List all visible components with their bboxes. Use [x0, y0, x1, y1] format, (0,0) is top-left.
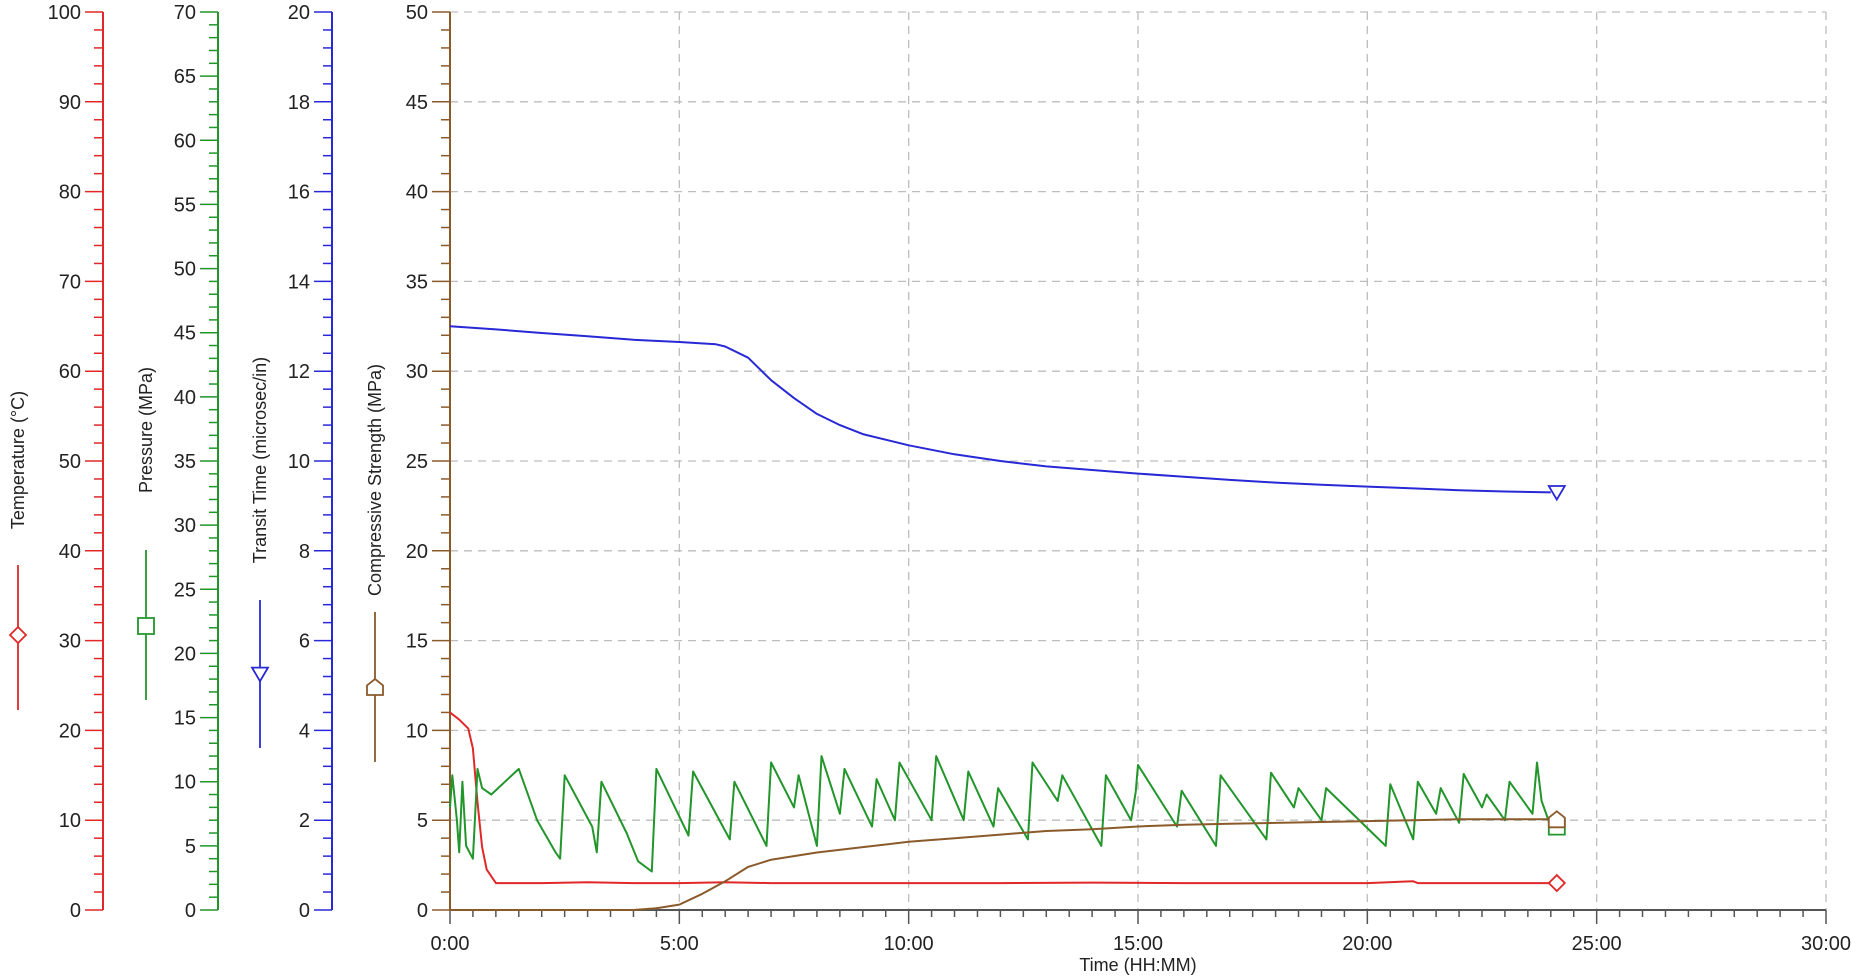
x-tick-label: 5:00	[660, 933, 699, 955]
end-marker-temp	[1547, 873, 1567, 893]
x-tick-label: 20:00	[1342, 933, 1392, 955]
y-tick-label: 12	[288, 361, 310, 383]
y-tick-label: 2	[299, 810, 310, 832]
y-axis-press: 0 5 10 15 20 25 30 35 40 45 50 55 60 65 70 Pressure (MP…	[136, 2, 219, 922]
y-tick-label: 60	[59, 361, 81, 383]
y-tick-label: 50	[59, 451, 81, 473]
y-axis-transit: 0 2 4 6 8 10 12 14 16 18 20 Transit Time (microsec/…	[250, 2, 333, 922]
y-tick-label: 45	[406, 92, 428, 114]
y-tick-label: 20	[406, 541, 428, 563]
end-markers	[1547, 485, 1567, 893]
y-axis-title: Pressure (MPa)	[136, 367, 156, 493]
y-tick-label: 100	[48, 2, 81, 24]
y-tick-label: 18	[288, 92, 310, 114]
y-tick-label: 0	[299, 900, 310, 922]
y-tick-label: 6	[299, 631, 310, 653]
series-line-strength	[450, 818, 1551, 911]
y-tick-label: 8	[299, 541, 310, 563]
y-tick-label: 5	[185, 836, 196, 858]
y-axis-temp: 0 10 20 30 40 50 60 70 80 90 100 Temperature (°C)	[8, 2, 104, 922]
y-tick-label: 0	[185, 900, 196, 922]
y-tick-label: 30	[406, 361, 428, 383]
series	[449, 325, 1552, 911]
y-axis-title: Temperature (°C)	[8, 391, 28, 529]
y-tick-label: 15	[174, 708, 196, 730]
legend-marker	[250, 666, 270, 683]
legend-marker	[137, 617, 155, 635]
y-axis-title: Transit Time (microsec/in)	[250, 357, 270, 563]
y-tick-label: 0	[70, 900, 81, 922]
y-tick-label: 30	[174, 515, 196, 537]
y-tick-label: 40	[406, 182, 428, 204]
y-tick-label: 14	[288, 271, 310, 293]
y-tick-label: 5	[417, 810, 428, 832]
y-tick-label: 70	[59, 271, 81, 293]
y-tick-label: 0	[417, 900, 428, 922]
y-tick-label: 16	[288, 182, 310, 204]
grid	[450, 11, 1827, 910]
x-tick-label: 30:00	[1801, 933, 1851, 955]
y-tick-label: 10	[174, 772, 196, 794]
series-line-transit	[449, 325, 1551, 494]
y-tick-label: 25	[406, 451, 428, 473]
end-marker-strength	[1547, 810, 1566, 829]
y-tick-label: 30	[59, 631, 81, 653]
series-line-press	[449, 755, 1552, 873]
y-tick-label: 50	[406, 2, 428, 24]
y-tick-label: 90	[59, 92, 81, 114]
y-tick-label: 45	[174, 323, 196, 345]
y-tick-label: 10	[59, 810, 81, 832]
y-tick-label: 15	[406, 631, 428, 653]
y-tick-label: 20	[59, 720, 81, 742]
y-tick-label: 35	[406, 271, 428, 293]
x-tick-label: 15:00	[1113, 933, 1163, 955]
y-tick-label: 65	[174, 66, 196, 88]
x-tick-label: 0:00	[431, 933, 470, 955]
y-tick-label: 70	[174, 2, 196, 24]
y-tick-label: 40	[174, 387, 196, 409]
y-axis-title: Compressive Strength (MPa)	[365, 364, 385, 596]
legend-marker	[366, 677, 384, 696]
x-tick-label: 25:00	[1572, 933, 1622, 955]
y-tick-label: 50	[174, 259, 196, 281]
y-tick-label: 4	[299, 720, 310, 742]
y-tick-label: 80	[59, 182, 81, 204]
y-tick-label: 20	[174, 643, 196, 665]
axes: 0:00 5:00 10:00 15:00 20:00 25:00 30:000102030…	[8, 2, 1851, 955]
y-tick-label: 55	[174, 194, 196, 216]
x-tick-label: 10:00	[884, 933, 934, 955]
y-tick-label: 25	[174, 579, 196, 601]
x-axis-title: Time (HH:MM)	[1079, 955, 1196, 975]
y-axis-strength: 0 5 10 15 20 25 30 35 40 45 50 Compressive Strength…	[365, 2, 451, 922]
end-marker-transit	[1547, 485, 1567, 502]
legend-marker	[8, 625, 28, 645]
y-tick-label: 40	[59, 541, 81, 563]
y-tick-label: 35	[174, 451, 196, 473]
y-tick-label: 10	[288, 451, 310, 473]
series-line-temp	[449, 711, 1551, 885]
y-tick-label: 60	[174, 130, 196, 152]
y-tick-label: 10	[406, 720, 428, 742]
y-tick-label: 20	[288, 2, 310, 24]
